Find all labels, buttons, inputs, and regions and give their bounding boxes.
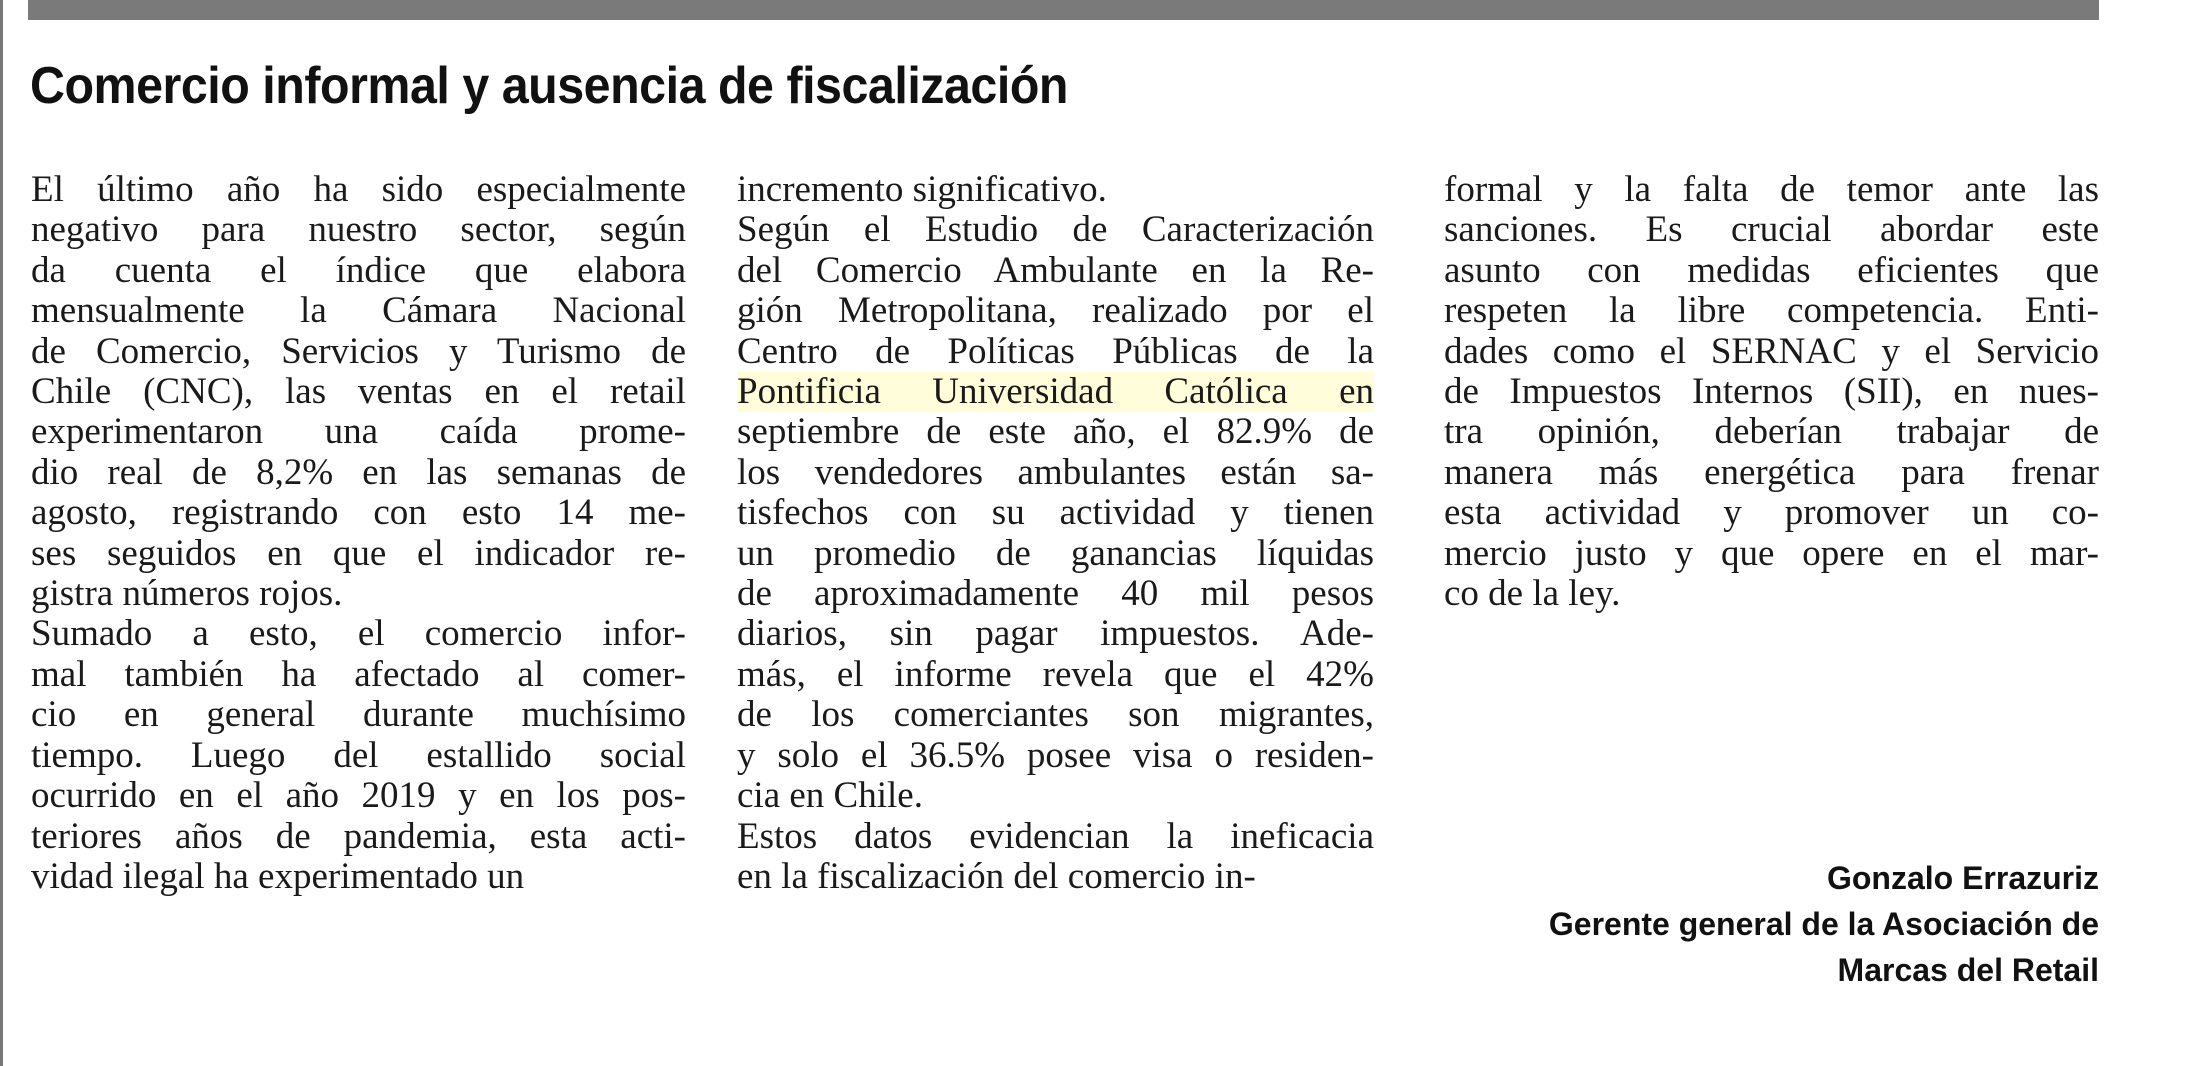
text-line: dades como el SERNAC y el Servicio xyxy=(1444,330,2099,372)
text-line: mercio justo y que opere en el mar- xyxy=(1444,532,2099,574)
article-column-2: incremento significativo. Según el Estudi… xyxy=(737,169,1374,897)
text-line: gión Metropolitana, realizado por el xyxy=(737,290,1374,332)
text-line: mensualmente la Cámara Nacional xyxy=(31,290,686,332)
article-column-3: formal y la falta de temor ante las sanci… xyxy=(1444,169,2099,615)
text-line: diarios, sin pagar impuestos. Ade- xyxy=(737,613,1374,655)
text-line: co de la ley. xyxy=(1444,573,1621,615)
text-line: respeten la libre competencia. Enti- xyxy=(1444,290,2099,332)
text-line: Sumado a esto, el comercio infor- xyxy=(31,613,686,655)
text-line: vidad ilegal ha experimentado un xyxy=(31,855,525,897)
author-signature: Gonzalo Errazuriz Gerente general de la … xyxy=(1549,855,2099,993)
text-line: más, el informe revela que el 42% xyxy=(737,653,1374,695)
text-line: cia en Chile. xyxy=(737,775,923,817)
author-name: Gonzalo Errazuriz xyxy=(1826,860,2099,896)
text-line: tra opinión, deberían trabajar de xyxy=(1444,411,2099,453)
text-line: de aproximadamente 40 mil pesos xyxy=(737,573,1374,615)
text-line: en la fiscalización del comercio in- xyxy=(737,855,1256,897)
text-line: asunto con medidas eficientes que xyxy=(1444,249,2099,291)
article-column-1: El último año ha sido especialmente negat… xyxy=(31,169,686,897)
text-line: tiempo. Luego del estallido social xyxy=(31,734,686,776)
text-line: Chile (CNC), las ventas en el retail xyxy=(31,371,686,413)
text-line: esta actividad y promover un co- xyxy=(1444,492,2099,534)
text-line: ocurrido en el año 2019 y en los pos- xyxy=(31,775,686,817)
text-line: los vendedores ambulantes están sa- xyxy=(737,451,1374,493)
text-line: teriores años de pandemia, esta acti- xyxy=(31,815,686,857)
text-line: un promedio de ganancias líquidas xyxy=(737,532,1374,574)
text-line: agosto, registrando con esto 14 me- xyxy=(31,492,686,534)
text-line: septiembre de este año, el 82.9% de xyxy=(737,411,1374,453)
text-line: de Comercio, Servicios y Turismo de xyxy=(31,330,686,372)
text-line: Estos datos evidencian la ineficacia xyxy=(737,815,1374,857)
text-line: incremento significativo. xyxy=(737,169,1107,210)
text-line: negativo para nuestro sector, según xyxy=(31,209,686,251)
text-line: sanciones. Es crucial abordar este xyxy=(1444,209,2099,251)
section-header-bar xyxy=(28,0,2099,20)
text-line: mal también ha afectado al comer- xyxy=(31,653,686,695)
text-line: gistra números rojos. xyxy=(31,573,343,615)
text-line: ses seguidos en que el indicador re- xyxy=(31,532,686,574)
text-line: del Comercio Ambulante en la Re- xyxy=(737,249,1374,291)
text-line: manera más energética para frenar xyxy=(1444,451,2099,493)
text-line: formal y la falta de temor ante las xyxy=(1444,169,2099,210)
text-line: El último año ha sido especialmente xyxy=(31,169,686,210)
author-role-line-2: Marcas del Retail xyxy=(1837,952,2099,988)
text-line: Según el Estudio de Caracterización xyxy=(737,209,1374,251)
text-line: tisfechos con su actividad y tienen xyxy=(737,492,1374,534)
page-edge xyxy=(0,0,3,1066)
text-line: dio real de 8,2% en las semanas de xyxy=(31,451,686,493)
text-line: experimentaron una caída prome- xyxy=(31,411,686,453)
text-line: cio en general durante muchísimo xyxy=(31,694,686,736)
text-line: da cuenta el índice que elabora xyxy=(31,249,686,291)
text-line: Centro de Políticas Públicas de la xyxy=(737,330,1374,372)
article-title: Comercio informal y ausencia de fiscaliz… xyxy=(30,57,1068,115)
text-line: Pontificia Universidad Católica en xyxy=(737,371,1374,413)
text-line: de Impuestos Internos (SII), en nues- xyxy=(1444,371,2099,413)
text-line: de los comerciantes son migrantes, xyxy=(737,694,1374,736)
text-line: y solo el 36.5% posee visa o residen- xyxy=(737,734,1374,776)
author-role-line-1: Gerente general de la Asociación de xyxy=(1548,906,2099,942)
